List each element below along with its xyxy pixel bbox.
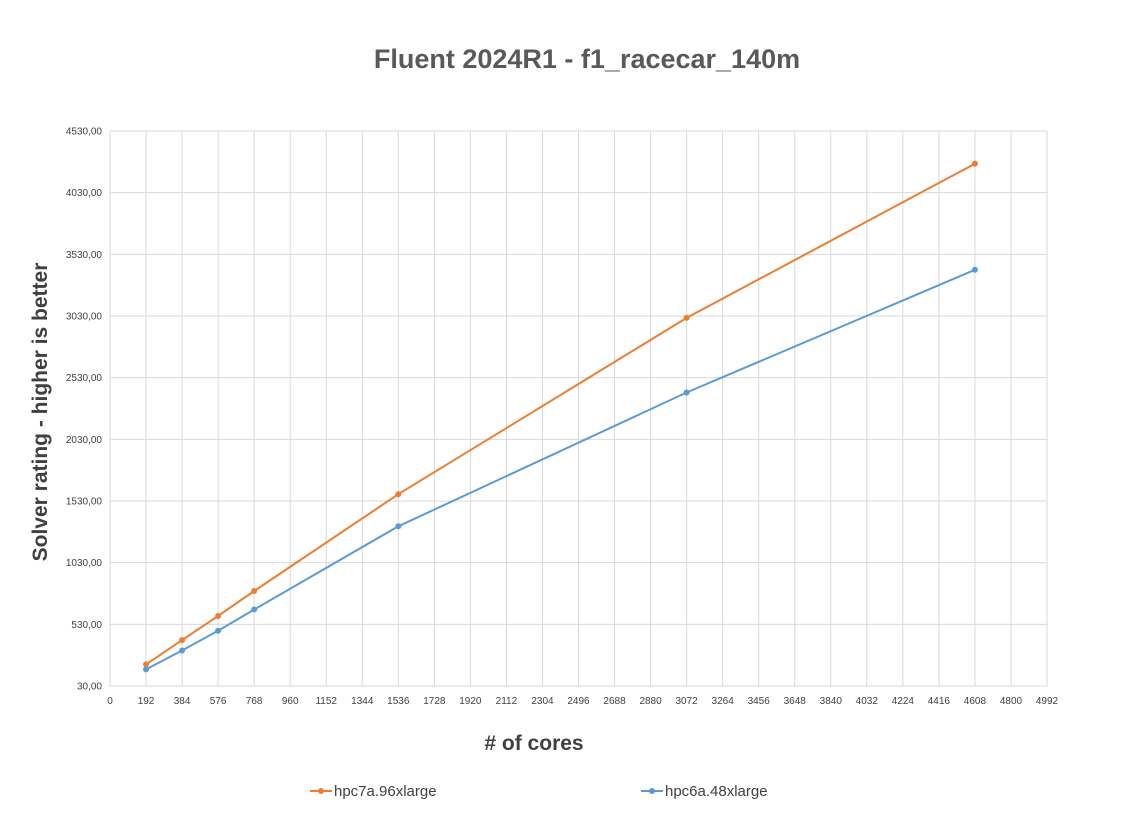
legend-item-hpc6a.48xlarge: hpc6a.48xlarge <box>641 783 768 800</box>
legend-label: hpc6a.48xlarge <box>665 783 768 800</box>
data-point <box>143 666 150 673</box>
data-point <box>215 627 222 634</box>
x-tick-label: 2496 <box>567 696 590 707</box>
x-tick-label: 3840 <box>820 696 843 707</box>
y-tick-label: 3030,00 <box>66 312 103 323</box>
x-tick-label: 192 <box>138 696 155 707</box>
x-tick-label: 4800 <box>1000 696 1023 707</box>
series-line <box>145 162 976 666</box>
data-point <box>683 389 690 396</box>
x-tick-label: 2688 <box>603 696 626 707</box>
series-line <box>145 268 976 671</box>
legend-swatch-marker <box>649 788 655 794</box>
data-point <box>395 523 402 530</box>
x-tick-label: 1536 <box>387 696 410 707</box>
x-tick-label: 0 <box>107 696 113 707</box>
y-tick-label: 4030,00 <box>66 188 103 199</box>
y-tick-label: 1030,00 <box>66 558 103 569</box>
chart-title: Fluent 2024R1 - f1_racecar_140m <box>374 44 800 74</box>
data-point <box>251 606 258 613</box>
x-tick-label: 1728 <box>423 696 446 707</box>
y-tick-label: 30,00 <box>77 682 102 693</box>
x-axis-ticks: 0 192 384 576 768 960 1152 1344 1536 1728 1920 2112… <box>107 696 1058 707</box>
data-point <box>395 491 402 498</box>
x-tick-label: 768 <box>246 696 263 707</box>
y-axis-ticks: 30,00 530,00 1030,00 1530,00 2030,00 2530,00 3… <box>66 127 103 693</box>
x-tick-label: 3456 <box>748 696 771 707</box>
data-point <box>143 661 150 668</box>
legend-swatch-marker <box>318 788 324 794</box>
y-tick-label: 3530,00 <box>66 250 103 261</box>
series-hpc7a.96xlarge <box>143 160 978 668</box>
y-tick-label: 530,00 <box>71 620 102 631</box>
y-tick-label: 2030,00 <box>66 435 103 446</box>
x-tick-label: 2304 <box>531 696 554 707</box>
x-tick-label: 4224 <box>892 696 915 707</box>
data-point <box>971 160 978 167</box>
y-tick-label: 2530,00 <box>66 373 103 384</box>
x-tick-label: 960 <box>282 696 299 707</box>
x-tick-label: 3264 <box>712 696 735 707</box>
x-tick-label: 4416 <box>928 696 951 707</box>
legend-label: hpc7a.96xlarge <box>334 783 437 800</box>
x-tick-label: 4992 <box>1036 696 1059 707</box>
grid <box>109 130 1048 687</box>
x-tick-label: 3648 <box>784 696 807 707</box>
x-tick-label: 4608 <box>964 696 987 707</box>
legend-item-hpc7a.96xlarge: hpc7a.96xlarge <box>310 783 437 800</box>
x-tick-label: 576 <box>210 696 227 707</box>
y-tick-label: 1530,00 <box>66 497 103 508</box>
x-tick-label: 1920 <box>459 696 482 707</box>
x-tick-label: 1152 <box>315 696 337 707</box>
x-tick-label: 3072 <box>675 696 698 707</box>
series-hpc6a.48xlarge <box>143 266 978 673</box>
y-axis-title: Solver rating - higher is better <box>29 263 52 562</box>
x-tick-label: 2880 <box>639 696 662 707</box>
y-tick-label: 4530,00 <box>66 127 103 138</box>
x-tick-label: 384 <box>174 696 191 707</box>
x-tick-label: 2112 <box>496 696 518 707</box>
data-point <box>179 637 186 644</box>
x-tick-label: 4032 <box>856 696 879 707</box>
data-point <box>179 647 186 654</box>
data-point <box>215 612 222 619</box>
data-point <box>683 314 690 321</box>
x-axis-title: # of cores <box>484 732 583 755</box>
series-layer <box>143 160 978 673</box>
data-point <box>251 588 258 595</box>
data-point <box>971 266 978 273</box>
x-tick-label: 1344 <box>351 696 374 707</box>
legend: hpc7a.96xlarge hpc6a.48xlarge <box>310 783 768 800</box>
